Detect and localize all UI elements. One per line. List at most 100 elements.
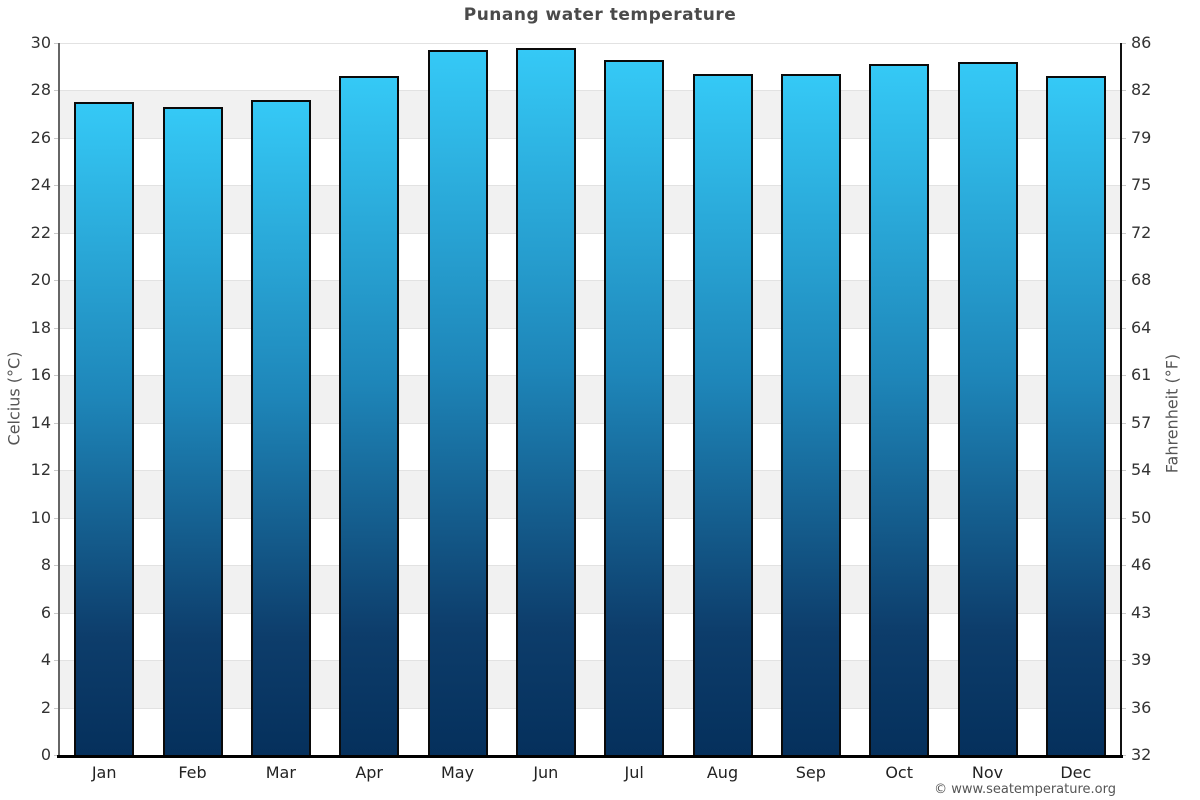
grid-band (60, 280, 1120, 328)
y-tick-label-celsius: 30 (30, 33, 51, 52)
axis-tick (54, 707, 59, 709)
y-tick-label-celsius: 12 (30, 460, 51, 480)
x-tick-label: May (440, 763, 475, 782)
grid-band (60, 612, 1120, 661)
axis-tick (54, 43, 59, 44)
axis-tick (1121, 280, 1126, 282)
axis-tick (1121, 517, 1126, 519)
axis-tick (1121, 90, 1126, 92)
axis-tick (1121, 707, 1126, 709)
y-tick-label-fahrenheit: 46 (1131, 555, 1152, 575)
y-tick-label-celsius: 10 (30, 507, 51, 527)
bar-jan (74, 102, 135, 757)
grid-band (60, 185, 1120, 233)
grid-band (60, 43, 1120, 91)
grid-band (60, 707, 1120, 755)
gridline (60, 43, 1120, 44)
axis-tick (1121, 43, 1126, 44)
y-tick-label-fahrenheit: 86 (1131, 33, 1152, 52)
y-axis-line-right (1120, 43, 1122, 757)
y-tick-label-celsius: 6 (40, 602, 51, 622)
grid-band (60, 517, 1120, 566)
y-tick-label-celsius: 4 (40, 650, 51, 670)
y-tick-label-celsius: 28 (30, 80, 51, 100)
axis-tick (1121, 232, 1126, 234)
bar-nov (957, 61, 1018, 757)
y-tick-label-fahrenheit: 39 (1131, 650, 1152, 670)
axis-tick (1121, 660, 1126, 662)
y-tick-label-fahrenheit: 43 (1131, 602, 1152, 622)
y-tick-label-fahrenheit: 50 (1131, 507, 1152, 527)
y-tick-label-fahrenheit: 61 (1131, 365, 1152, 385)
gridline (60, 280, 1120, 282)
bar-sep (780, 73, 841, 757)
y-tick-label-fahrenheit: 79 (1131, 127, 1152, 147)
x-tick-label: Oct (885, 763, 913, 782)
axis-tick (54, 565, 59, 567)
y-tick-label-celsius: 0 (40, 745, 51, 764)
y-tick-label-fahrenheit: 64 (1131, 317, 1152, 337)
axis-tick (1121, 137, 1126, 139)
y-tick-label-fahrenheit: 57 (1131, 412, 1152, 432)
x-tick-label: Jan (91, 763, 117, 782)
x-tick-label: Feb (178, 763, 207, 782)
gridline (60, 612, 1120, 614)
grid-band (60, 137, 1120, 186)
axis-tick (54, 422, 59, 424)
axis-tick (54, 517, 59, 519)
y-tick-label-fahrenheit: 36 (1131, 697, 1152, 717)
gridline (60, 90, 1120, 92)
grid-band (60, 327, 1120, 376)
bar-may (427, 50, 488, 757)
gridline (60, 137, 1120, 139)
grid-band (60, 90, 1120, 138)
bar-oct (869, 64, 930, 757)
x-axis-line (57, 755, 1123, 758)
y-tick-label-celsius: 14 (30, 412, 51, 432)
axis-tick (1121, 185, 1126, 187)
y-tick-label-fahrenheit: 75 (1131, 175, 1152, 195)
gridline (60, 470, 1120, 472)
axis-tick (1121, 755, 1126, 756)
axis-tick (1121, 612, 1126, 614)
chart-title: Punang water temperature (463, 5, 737, 25)
grid-band (60, 422, 1120, 471)
bar-apr (339, 76, 400, 757)
gridline (60, 565, 1120, 567)
y-tick-label-fahrenheit: 72 (1131, 222, 1152, 242)
plot-area (60, 43, 1120, 755)
axis-tick (54, 327, 59, 329)
bar-jun (515, 47, 576, 757)
y-tick-label-celsius: 26 (30, 127, 51, 147)
y-tick-label-celsius: 20 (30, 270, 51, 290)
bar-aug (692, 73, 753, 757)
y-tick-label-fahrenheit: 68 (1131, 270, 1152, 290)
grid-band (60, 232, 1120, 281)
gridline (60, 707, 1120, 709)
axis-tick (54, 660, 59, 662)
axis-tick (54, 280, 59, 282)
axis-tick (1121, 375, 1126, 377)
y-tick-label-celsius: 18 (30, 317, 51, 337)
gridline (60, 185, 1120, 187)
x-tick-label: Mar (265, 763, 296, 782)
grid-band (60, 660, 1120, 708)
axis-tick (1121, 565, 1126, 567)
x-tick-label: Jul (624, 763, 644, 782)
grid-band (60, 375, 1120, 423)
y-tick-label-fahrenheit: 32 (1131, 745, 1152, 764)
copyright-credit: © www.seatemperature.org (934, 782, 1116, 797)
x-tick-label: Apr (355, 763, 383, 782)
y-tick-label-fahrenheit: 54 (1131, 460, 1152, 480)
gridline (60, 327, 1120, 329)
x-tick-label: Dec (1060, 763, 1092, 782)
y-tick-label-fahrenheit: 82 (1131, 80, 1152, 100)
bar-mar (250, 99, 311, 757)
y-axis-line-left (58, 43, 60, 757)
gridline (60, 422, 1120, 424)
axis-tick (1121, 470, 1126, 472)
axis-tick (54, 755, 59, 756)
bar-jul (604, 59, 665, 757)
grid-band (60, 470, 1120, 518)
